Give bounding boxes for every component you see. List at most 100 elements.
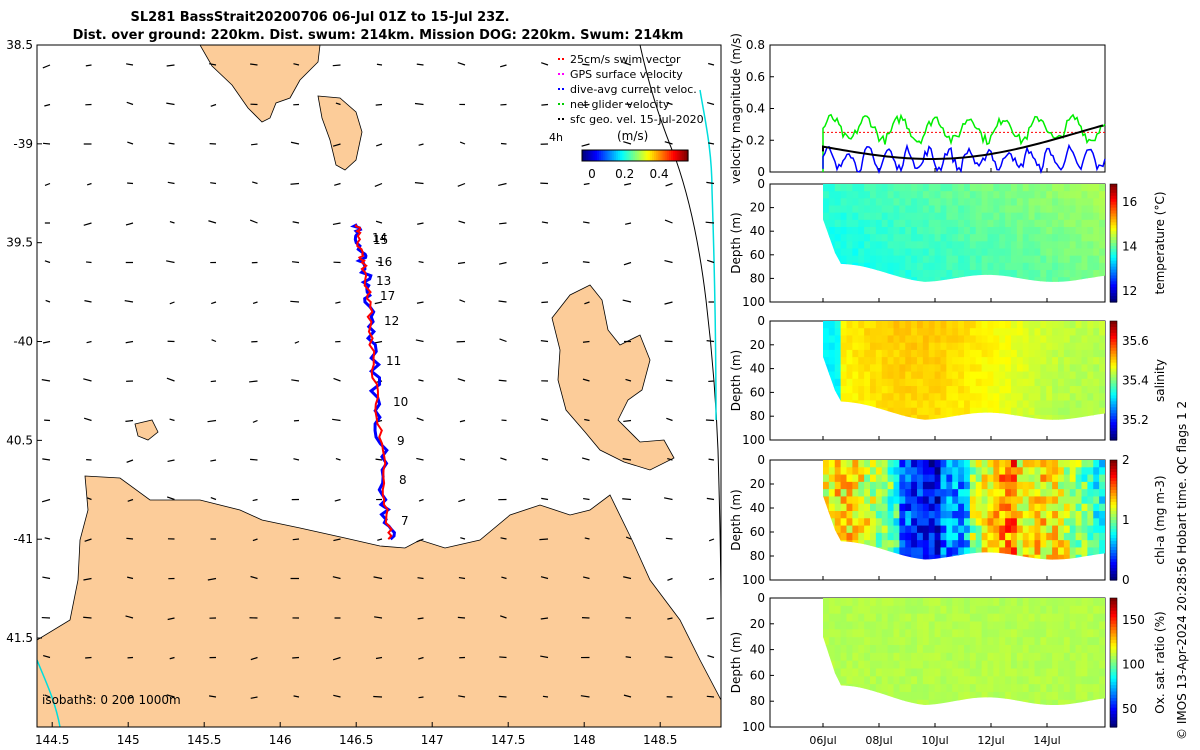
heatmap-cell	[1099, 474, 1105, 483]
heatmap-cell	[1063, 248, 1071, 257]
heatmap-cell	[834, 198, 842, 207]
heatmap-cell	[1099, 525, 1105, 534]
velocity-arrow	[42, 340, 51, 344]
heatmap-cell	[993, 660, 1000, 670]
heatmap-cell	[987, 321, 994, 329]
heatmap-cell	[958, 547, 965, 556]
colorbar-segment	[1110, 404, 1117, 408]
colorbar-segment	[1110, 565, 1117, 569]
heatmap-cell	[969, 371, 977, 380]
heatmap-cell	[870, 371, 877, 380]
heatmap-cell	[1099, 400, 1105, 409]
heatmap-cell	[870, 335, 877, 344]
heatmap-cell	[917, 219, 924, 228]
heatmap-cell	[952, 668, 959, 677]
heatmap-cell	[1011, 371, 1018, 380]
heatmap-cell	[1069, 219, 1077, 228]
heatmap-cell	[1099, 357, 1105, 365]
heatmap-cell	[922, 357, 930, 365]
heatmap-cell	[870, 684, 877, 693]
heatmap-cell	[940, 328, 947, 337]
isobaths-label: isobaths: 0 200 1000m	[42, 693, 181, 707]
heatmap-cell	[1069, 644, 1077, 654]
heatmap-cell	[958, 518, 965, 527]
velocity-arrow	[210, 380, 217, 383]
colorbar-segment	[1110, 701, 1117, 706]
heatmap-cell	[881, 511, 889, 519]
heatmap-cell	[1069, 212, 1077, 221]
heatmap-cell	[952, 269, 959, 278]
heatmap-cell	[1028, 598, 1036, 607]
heatmap-cell	[934, 474, 942, 483]
heatmap-cell	[875, 184, 883, 192]
heatmap-cell	[1016, 644, 1024, 654]
colorbar-segment	[668, 150, 672, 161]
heatmap-cell	[1075, 540, 1083, 549]
heatmap-cell	[852, 676, 859, 685]
heatmap-cell	[958, 349, 965, 358]
velocity-arrow	[126, 101, 134, 106]
heatmap-cell	[1011, 357, 1018, 365]
heatmap-cell	[987, 691, 994, 701]
heatmap-cell	[1016, 407, 1024, 416]
map-x-tick-label: 148	[573, 733, 596, 747]
velocity-arrow	[335, 102, 341, 106]
heatmap-cell	[993, 393, 1000, 402]
colorbar-segment	[1110, 201, 1117, 206]
heatmap-cell	[887, 525, 895, 534]
velocity-arrow	[708, 538, 715, 542]
heatmap-cell	[952, 191, 959, 199]
heatmap-cell	[893, 371, 900, 380]
colorbar-segment	[1110, 678, 1117, 683]
heatmap-cell	[987, 668, 994, 677]
colorbar-segment	[1110, 434, 1117, 438]
heatmap-cell	[958, 321, 965, 329]
heatmap-cell	[1058, 241, 1065, 250]
heatmap-cell	[1052, 378, 1059, 387]
heatmap-cell	[1022, 525, 1030, 534]
heatmap-cell	[1028, 277, 1036, 282]
velocity-arrow	[252, 181, 258, 185]
heatmap-cell	[1011, 652, 1018, 662]
heatmap-cell	[1034, 386, 1041, 394]
colorbar-segment	[1110, 652, 1117, 657]
velocity-arrow	[374, 182, 383, 187]
heatmap-cell	[1058, 364, 1065, 373]
heatmap-cell	[1058, 342, 1065, 351]
heatmap-cell	[1005, 460, 1012, 468]
heatmap-cell	[928, 335, 936, 344]
velocity-arrow	[252, 419, 258, 423]
heatmap-cell	[999, 191, 1006, 199]
heatmap-cell	[887, 613, 895, 623]
heatmap-cell	[1046, 407, 1053, 416]
velocity-arrow	[666, 64, 673, 67]
velocity-arrow	[210, 497, 217, 501]
heatmap-cell	[1046, 467, 1053, 476]
heatmap-cell	[1005, 342, 1012, 351]
heatmap-cell	[852, 349, 859, 358]
heatmap-cell	[881, 540, 889, 549]
heatmap-cell	[940, 191, 947, 199]
heatmap-cell	[828, 321, 836, 329]
velocity-arrow	[83, 222, 92, 226]
heatmap-cell	[887, 660, 895, 670]
heatmap-cell	[946, 467, 953, 476]
heatmap-cell	[964, 198, 971, 207]
heatmap-cell	[911, 184, 918, 192]
heatmap-cell	[940, 342, 947, 351]
heatmap-cell	[899, 248, 906, 257]
heatmap-cell	[928, 652, 936, 662]
heatmap-cell	[1063, 212, 1071, 221]
heatmap-cell	[911, 474, 918, 483]
colorbar-segment	[1110, 326, 1117, 331]
heatmap-cell	[1058, 349, 1065, 358]
heatmap-cell	[987, 481, 994, 490]
heatmap-cell	[1058, 407, 1065, 416]
heatmap-cell	[1040, 226, 1047, 235]
heatmap-cell	[846, 496, 853, 505]
heatmap-cell	[1040, 364, 1047, 373]
heatmap-cell	[870, 262, 877, 271]
velocity-arrow	[500, 142, 507, 145]
heatmap-cell	[987, 219, 994, 228]
heatmap-cell	[1005, 518, 1012, 527]
